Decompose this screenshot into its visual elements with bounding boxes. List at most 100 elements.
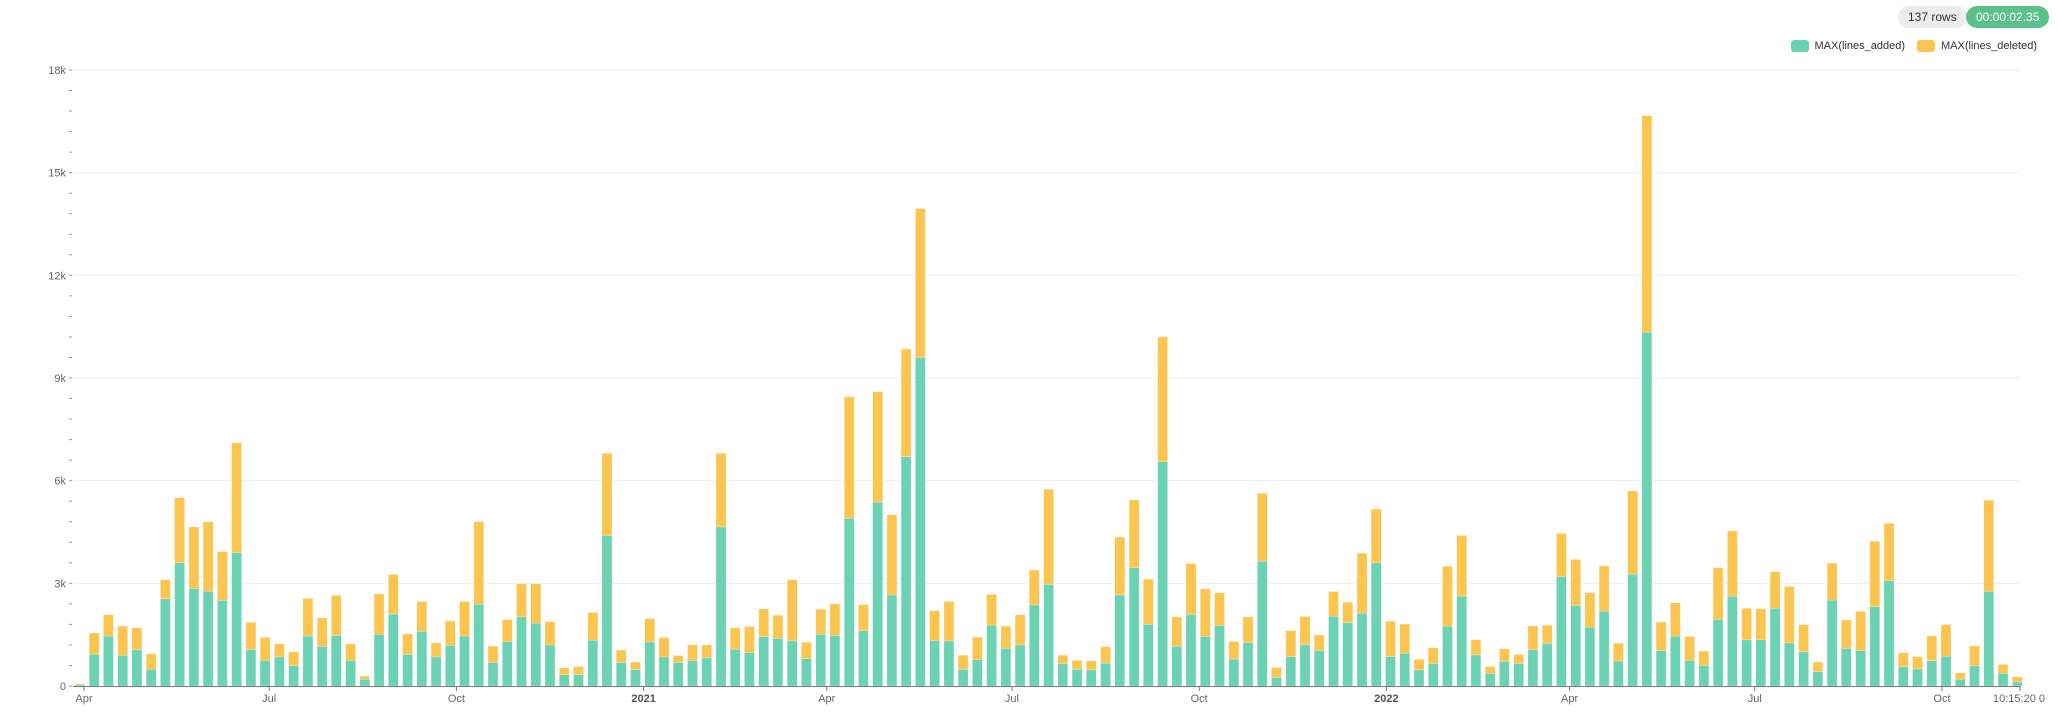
bar-lines-added[interactable]	[758, 636, 769, 687]
bar-lines-deleted[interactable]	[559, 667, 570, 675]
bar-lines-added[interactable]	[1969, 665, 1980, 687]
bar-lines-added[interactable]	[288, 665, 299, 687]
bar-lines-added[interactable]	[772, 638, 784, 687]
bar-lines-added[interactable]	[245, 649, 257, 687]
bar-lines-deleted[interactable]	[302, 598, 314, 637]
bar-lines-deleted[interactable]	[1983, 499, 1995, 592]
bar-lines-added[interactable]	[1712, 619, 1724, 687]
bar-lines-added[interactable]	[502, 641, 513, 687]
bar-lines-added[interactable]	[1698, 665, 1710, 687]
bar-lines-deleted[interactable]	[1926, 635, 1938, 661]
bar-lines-added[interactable]	[701, 657, 712, 687]
bar-lines-added[interactable]	[217, 600, 228, 687]
bar-lines-added[interactable]	[145, 668, 157, 687]
bar-lines-deleted[interactable]	[1655, 621, 1667, 651]
bar-lines-deleted[interactable]	[1427, 647, 1439, 664]
bar-lines-added[interactable]	[1755, 639, 1767, 687]
bar-lines-added[interactable]	[1171, 646, 1183, 687]
bar-lines-added[interactable]	[1114, 594, 1126, 687]
bar-lines-deleted[interactable]	[416, 601, 428, 632]
bar-lines-deleted[interactable]	[1883, 523, 1895, 581]
bar-lines-added[interactable]	[786, 640, 798, 687]
bar-lines-added[interactable]	[1000, 648, 1012, 687]
bar-lines-added[interactable]	[1143, 624, 1154, 687]
bar-lines-deleted[interactable]	[245, 622, 257, 650]
bar-lines-deleted[interactable]	[1541, 624, 1553, 644]
bar-lines-added[interactable]	[644, 641, 655, 687]
bar-lines-deleted[interactable]	[601, 453, 613, 536]
bar-lines-added[interactable]	[345, 660, 356, 687]
bar-lines-added[interactable]	[487, 662, 499, 687]
bar-lines-deleted[interactable]	[544, 621, 556, 646]
bar-lines-added[interactable]	[202, 590, 214, 687]
bar-lines-added[interactable]	[929, 640, 940, 687]
bar-lines-added[interactable]	[1869, 606, 1881, 687]
bar-lines-added[interactable]	[1940, 655, 1952, 687]
bar-lines-deleted[interactable]	[1370, 508, 1382, 564]
bar-lines-deleted[interactable]	[88, 632, 100, 655]
bar-lines-added[interactable]	[1456, 595, 1467, 687]
bar-lines-deleted[interactable]	[1299, 616, 1311, 646]
bar-lines-deleted[interactable]	[1285, 630, 1297, 657]
bar-lines-deleted[interactable]	[1413, 659, 1425, 671]
bar-lines-added[interactable]	[801, 658, 812, 687]
bar-lines-added[interactable]	[1342, 622, 1353, 687]
bar-lines-added[interactable]	[1128, 567, 1140, 687]
bar-lines-added[interactable]	[587, 639, 599, 687]
bar-lines-added[interactable]	[1898, 666, 1909, 687]
bar-lines-added[interactable]	[601, 535, 613, 687]
bar-lines-added[interactable]	[1271, 677, 1282, 687]
bar-lines-deleted[interactable]	[1086, 660, 1097, 671]
bar-lines-deleted[interactable]	[687, 644, 698, 661]
bar-lines-added[interactable]	[858, 630, 869, 687]
bar-lines-deleted[interactable]	[957, 654, 969, 670]
bar-lines-deleted[interactable]	[1684, 636, 1695, 661]
bar-lines-added[interactable]	[1670, 635, 1681, 687]
bar-lines-deleted[interactable]	[231, 442, 242, 553]
bar-lines-deleted[interactable]	[445, 620, 456, 646]
bar-lines-added[interactable]	[1556, 576, 1567, 687]
bar-lines-added[interactable]	[1983, 590, 1995, 687]
bar-lines-added[interactable]	[316, 646, 328, 687]
bar-lines-added[interactable]	[1741, 639, 1752, 687]
bar-lines-deleted[interactable]	[1499, 648, 1510, 662]
bar-lines-deleted[interactable]	[202, 521, 214, 592]
bar-lines-added[interactable]	[1997, 673, 2009, 687]
bar-lines-deleted[interactable]	[1969, 645, 1980, 667]
bar-lines-deleted[interactable]	[103, 614, 114, 637]
bar-lines-deleted[interactable]	[1755, 608, 1767, 641]
bar-lines-deleted[interactable]	[658, 637, 670, 658]
bar-lines-deleted[interactable]	[801, 641, 812, 659]
bar-lines-deleted[interactable]	[943, 601, 955, 642]
bar-lines-added[interactable]	[274, 656, 285, 687]
bar-lines-added[interactable]	[1527, 649, 1539, 687]
bar-lines-added[interactable]	[174, 562, 185, 687]
bar-lines-deleted[interactable]	[630, 661, 641, 670]
bar-lines-deleted[interactable]	[1442, 565, 1453, 627]
bar-lines-added[interactable]	[259, 660, 271, 687]
bar-lines-deleted[interactable]	[1898, 652, 1909, 668]
bar-lines-deleted[interactable]	[331, 595, 342, 636]
bar-lines-deleted[interactable]	[1826, 562, 1838, 601]
bar-lines-added[interactable]	[1399, 652, 1410, 687]
bar-lines-added[interactable]	[1955, 678, 1966, 687]
bar-lines-deleted[interactable]	[1855, 611, 1866, 651]
bar-lines-added[interactable]	[1086, 669, 1097, 687]
bar-lines-deleted[interactable]	[1627, 490, 1638, 575]
bar-lines-deleted[interactable]	[1641, 115, 1653, 333]
bar-lines-added[interactable]	[473, 603, 485, 687]
bar-lines-deleted[interactable]	[1342, 601, 1353, 623]
bar-lines-added[interactable]	[672, 662, 684, 687]
bar-lines-added[interactable]	[188, 588, 200, 687]
bar-lines-deleted[interactable]	[259, 637, 271, 661]
bar-lines-added[interactable]	[388, 613, 399, 687]
bar-lines-deleted[interactable]	[1613, 642, 1624, 662]
bar-lines-deleted[interactable]	[615, 649, 627, 663]
bar-lines-deleted[interactable]	[288, 651, 299, 667]
bar-lines-added[interactable]	[1157, 461, 1168, 687]
bar-lines-added[interactable]	[430, 656, 442, 687]
bar-lines-added[interactable]	[1185, 614, 1197, 687]
bar-lines-deleted[interactable]	[701, 644, 712, 659]
bar-lines-deleted[interactable]	[1784, 586, 1795, 644]
bar-lines-added[interactable]	[1299, 644, 1311, 687]
